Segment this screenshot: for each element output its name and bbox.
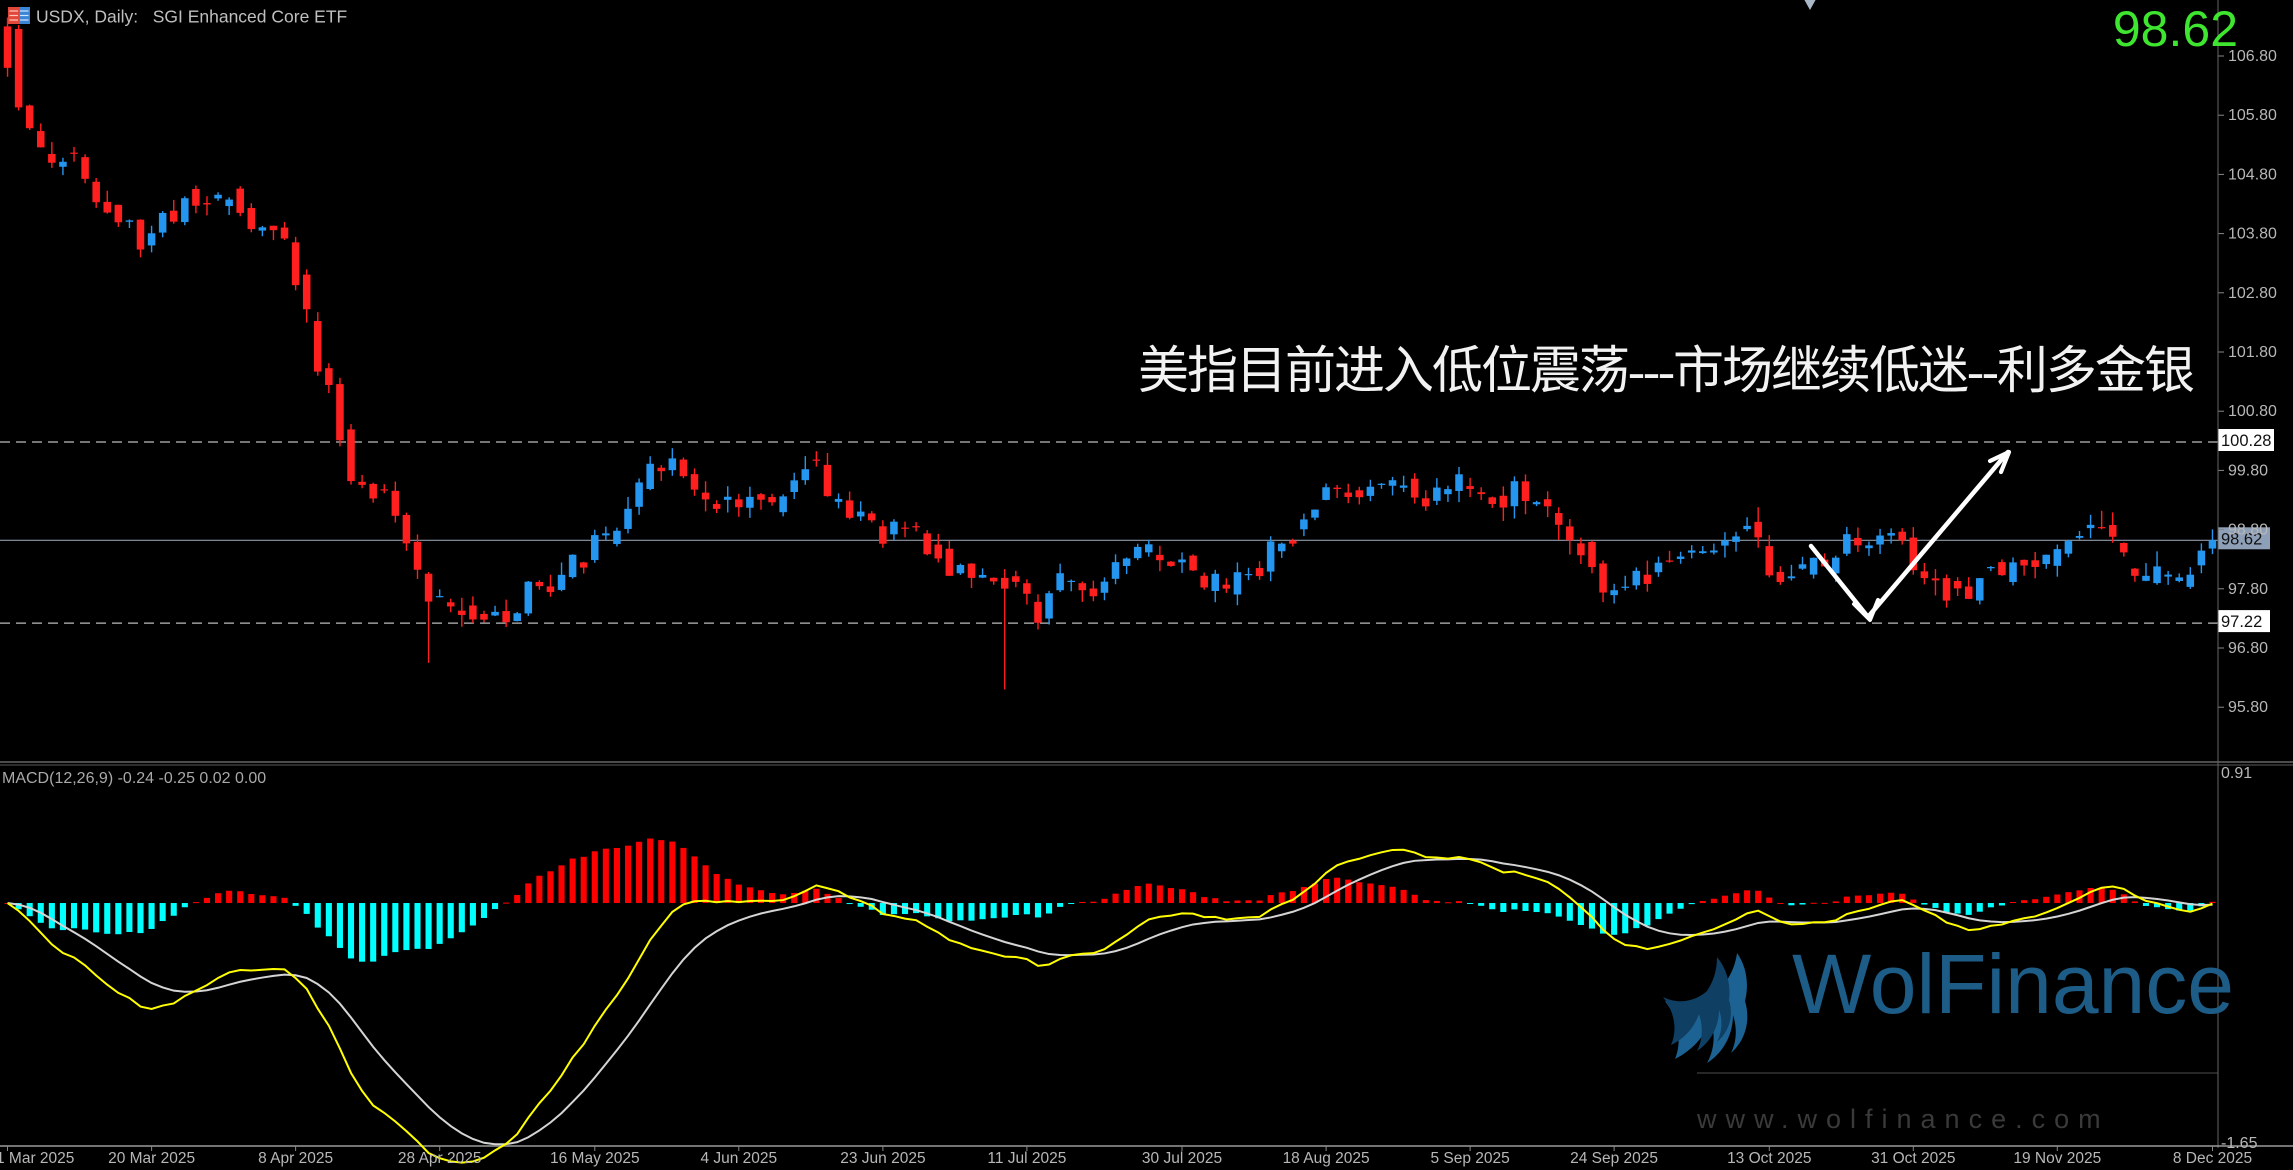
svg-text:www.wolfinance.com: www.wolfinance.com [1696, 1104, 2110, 1134]
svg-text:98.80: 98.80 [2228, 522, 2268, 539]
svg-text:WolFinance: WolFinance [1792, 937, 2234, 1031]
svg-text:30 Jul 2025: 30 Jul 2025 [1142, 1150, 1222, 1167]
svg-text:24 Sep 2025: 24 Sep 2025 [1570, 1150, 1658, 1167]
svg-text:5 Sep 2025: 5 Sep 2025 [1430, 1150, 1509, 1167]
svg-text:美指目前进入低位震荡---市场继续低迷--利多金银: 美指目前进入低位震荡---市场继续低迷--利多金银 [1138, 344, 2194, 400]
svg-text:0.91: 0.91 [2221, 765, 2252, 782]
svg-text:100.28: 100.28 [2221, 432, 2271, 450]
svg-text:28 Apr 2025: 28 Apr 2025 [398, 1150, 482, 1167]
svg-text:101.80: 101.80 [2228, 344, 2277, 361]
svg-text:16 May 2025: 16 May 2025 [550, 1150, 640, 1167]
svg-text:23 Jun 2025: 23 Jun 2025 [840, 1150, 925, 1167]
svg-text:11 Jul 2025: 11 Jul 2025 [987, 1150, 1066, 1167]
svg-text:8 Apr 2025: 8 Apr 2025 [258, 1150, 333, 1167]
svg-text:102.80: 102.80 [2228, 285, 2277, 302]
svg-text:95.80: 95.80 [2228, 699, 2268, 716]
svg-text:1 Mar 2025: 1 Mar 2025 [0, 1150, 74, 1167]
svg-text:USDX, Daily: SGI Enhanced Co: USDX, Daily: SGI Enhanced Core ETF [36, 7, 347, 27]
svg-text:98.62: 98.62 [2113, 1, 2238, 57]
svg-text:104.80: 104.80 [2228, 166, 2277, 183]
svg-text:8 Dec 2025: 8 Dec 2025 [2173, 1150, 2252, 1167]
svg-text:13 Oct 2025: 13 Oct 2025 [1727, 1150, 1811, 1167]
svg-text:100.80: 100.80 [2228, 403, 2277, 420]
svg-text:MACD(12,26,9) -0.24 -0.25 0.02: MACD(12,26,9) -0.24 -0.25 0.02 0.00 [2, 770, 266, 787]
svg-text:97.22: 97.22 [2221, 613, 2262, 631]
svg-text:97.80: 97.80 [2228, 581, 2268, 598]
svg-text:4 Jun 2025: 4 Jun 2025 [700, 1150, 777, 1167]
svg-text:103.80: 103.80 [2228, 226, 2277, 243]
svg-text:20 Mar 2025: 20 Mar 2025 [108, 1150, 195, 1167]
svg-text:105.80: 105.80 [2228, 107, 2277, 124]
svg-text:31 Oct 2025: 31 Oct 2025 [1871, 1150, 1955, 1167]
svg-text:99.80: 99.80 [2228, 462, 2268, 479]
svg-text:19 Nov 2025: 19 Nov 2025 [2013, 1150, 2101, 1167]
svg-text:96.80: 96.80 [2228, 640, 2268, 657]
svg-text:18 Aug 2025: 18 Aug 2025 [1283, 1150, 1370, 1167]
